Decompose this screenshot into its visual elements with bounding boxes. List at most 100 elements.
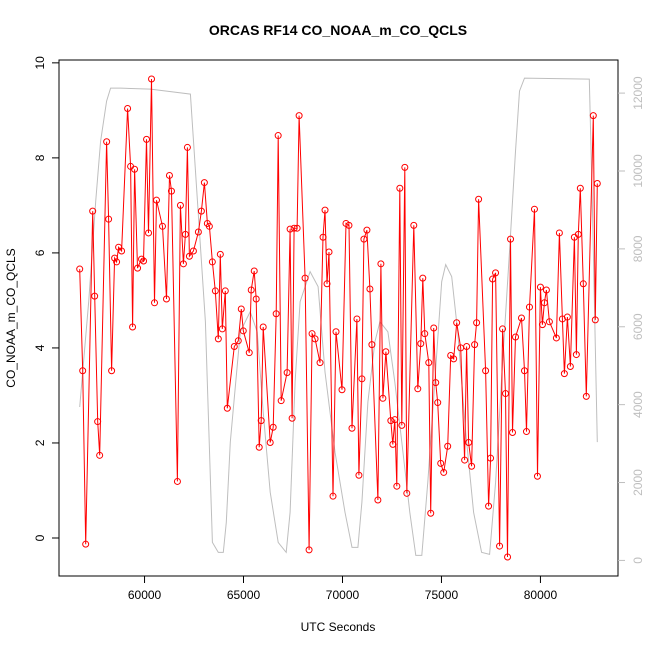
point: [574, 230, 582, 238]
point: [463, 343, 471, 351]
point: [393, 482, 401, 490]
point: [118, 247, 126, 255]
y2-tick-label: 6000: [631, 313, 645, 340]
point: [509, 429, 517, 437]
point: [323, 280, 331, 288]
point: [245, 349, 253, 357]
y2-tick-label: 4000: [631, 391, 645, 418]
point: [89, 207, 97, 215]
x-tick-label: 65000: [227, 588, 261, 602]
point: [91, 292, 99, 300]
point: [387, 417, 395, 425]
point: [111, 254, 119, 262]
point: [345, 221, 353, 229]
point: [396, 184, 404, 192]
point: [277, 397, 285, 405]
point: [560, 370, 568, 378]
point: [593, 180, 601, 188]
point: [329, 492, 337, 500]
y2-tick-label: 0: [631, 557, 645, 564]
point: [389, 440, 397, 448]
y-tick-label: 2: [33, 439, 47, 446]
point: [194, 228, 202, 236]
point: [214, 335, 222, 343]
point: [176, 201, 184, 209]
point: [572, 351, 580, 359]
point: [138, 255, 146, 263]
point: [158, 222, 166, 230]
chart-title: ORCAS RF14 CO_NOAA_m_CO_QCLS: [209, 22, 467, 38]
point: [410, 221, 418, 229]
point: [286, 225, 294, 233]
point: [414, 385, 422, 393]
point: [453, 319, 461, 327]
point: [105, 215, 113, 223]
point: [283, 369, 291, 377]
point: [338, 386, 346, 394]
point: [162, 295, 170, 303]
point: [290, 224, 298, 232]
point: [211, 287, 219, 295]
point: [461, 456, 469, 464]
point: [325, 248, 333, 256]
point: [482, 367, 490, 375]
point: [542, 286, 550, 294]
point: [319, 233, 327, 241]
x-tick-label: 60000: [128, 588, 162, 602]
point: [189, 247, 197, 255]
point: [358, 375, 366, 383]
point: [421, 330, 429, 338]
point: [305, 546, 313, 554]
point: [368, 341, 376, 349]
point: [434, 399, 442, 407]
point: [179, 260, 187, 268]
point: [165, 171, 173, 179]
point: [589, 112, 597, 120]
y-tick-label: 10: [33, 56, 47, 70]
y-axis-label: CO_NOAA_m_CO_QCLS: [4, 248, 18, 387]
point: [79, 367, 87, 375]
point: [517, 314, 525, 322]
point: [425, 359, 433, 367]
point: [432, 379, 440, 387]
point: [237, 305, 245, 313]
point: [113, 258, 121, 266]
x-tick-label: 70000: [326, 588, 360, 602]
point: [250, 267, 258, 275]
y-tick-label: 6: [33, 249, 47, 256]
point: [471, 341, 479, 349]
point: [239, 327, 247, 335]
point: [76, 265, 84, 273]
point: [533, 472, 541, 480]
point: [185, 252, 193, 260]
point: [566, 362, 574, 370]
point: [223, 404, 231, 412]
point: [131, 165, 139, 173]
point: [485, 502, 493, 510]
point: [522, 428, 530, 436]
point: [348, 424, 356, 432]
point: [316, 359, 324, 367]
point: [403, 489, 411, 497]
point: [129, 323, 137, 331]
point: [465, 438, 473, 446]
point: [208, 258, 216, 266]
point: [576, 184, 584, 192]
point: [230, 343, 238, 351]
point: [489, 275, 497, 283]
point: [143, 135, 151, 143]
y-tick-label: 8: [33, 154, 47, 161]
x-tick-label: 80000: [524, 588, 558, 602]
point: [216, 250, 224, 258]
point: [437, 459, 445, 467]
point: [374, 496, 382, 504]
point: [363, 226, 371, 234]
plot-box: [58, 59, 619, 577]
point: [266, 438, 274, 446]
point: [499, 325, 507, 333]
point: [151, 299, 159, 307]
point: [507, 235, 515, 243]
point: [288, 414, 296, 422]
series-line: [79, 77, 598, 556]
point: [311, 335, 319, 343]
